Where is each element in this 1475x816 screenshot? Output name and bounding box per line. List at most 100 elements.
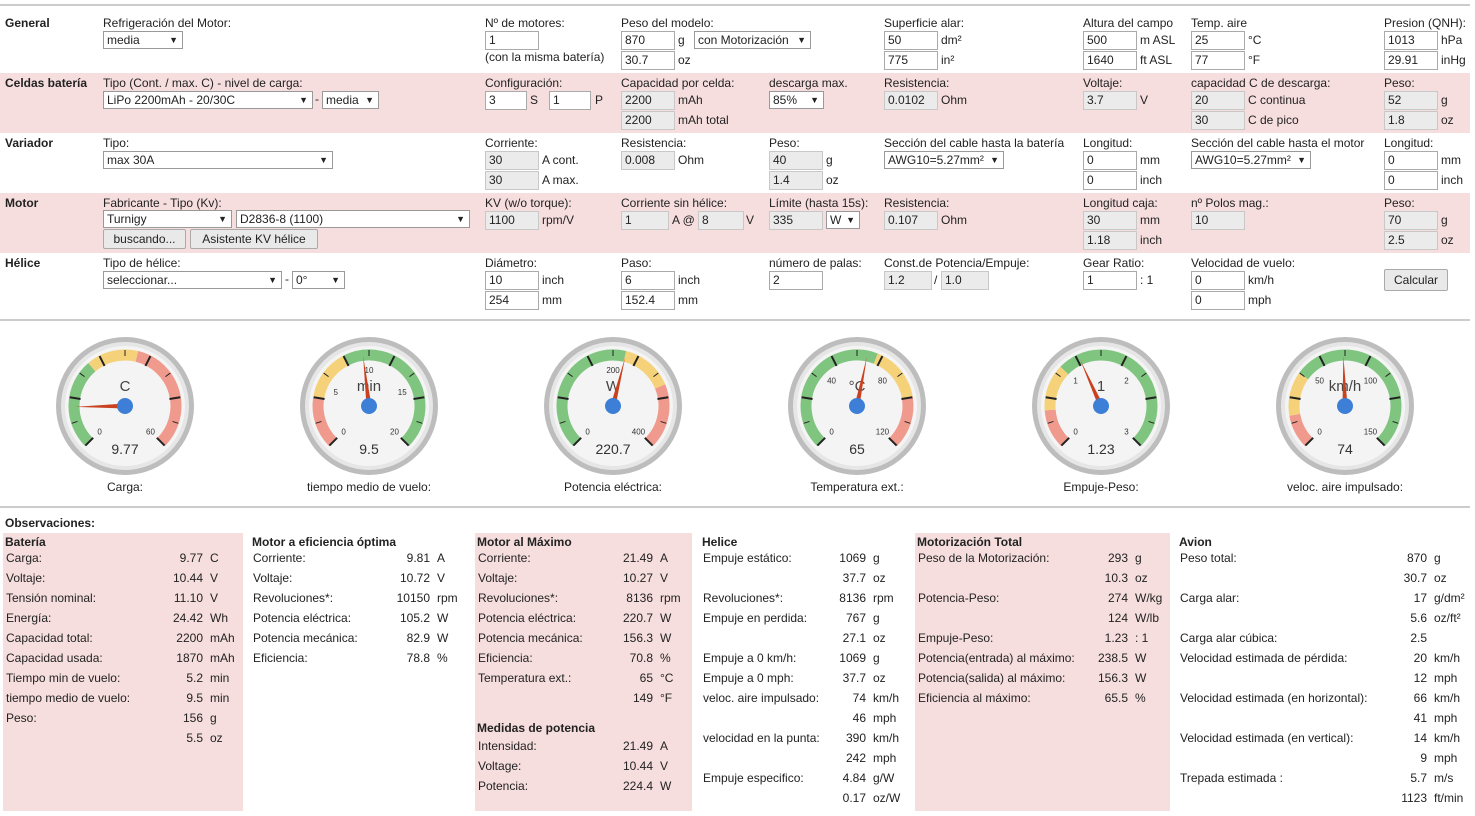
result-row: Empuje en perdida: 767 g <box>700 608 908 628</box>
unit: inch <box>542 273 565 287</box>
gauge-tick-label: 50 <box>1315 377 1324 386</box>
var-res-input[interactable]: 0.008 <box>621 151 675 170</box>
results-col-title: Batería <box>5 535 46 549</box>
unit: g <box>826 153 833 167</box>
gauge-tick <box>801 396 813 400</box>
limite-unit-select[interactable]: W ▼ <box>826 211 860 229</box>
gauge-hub <box>117 398 133 414</box>
bat-tipo-select[interactable]: LiPo 2200mAh - 20/30C ▼ <box>103 91 313 109</box>
caja-mm-input[interactable]: 30 <box>1083 211 1137 230</box>
gauge-tick <box>165 372 171 378</box>
fab-select[interactable]: Turnigy ▼ <box>103 210 232 228</box>
bat-peso-g-input[interactable]: 52 <box>1384 91 1438 110</box>
bat-res-input[interactable]: 0.0102 <box>884 91 938 110</box>
superficie-dm-input[interactable]: 50 <box>884 31 938 50</box>
gear-input[interactable]: 1 <box>1083 271 1137 290</box>
result-unit: % <box>437 651 448 665</box>
config-s-input[interactable]: 3 <box>485 91 527 110</box>
c-pico-input[interactable]: 30 <box>1191 111 1245 130</box>
palas-input[interactable]: 2 <box>769 271 823 290</box>
paso-in-input[interactable]: 6 <box>621 271 675 290</box>
hel-angle-select[interactable]: 0° ▼ <box>292 271 345 289</box>
var-tipo-select[interactable]: max 30A ▼ <box>103 151 333 169</box>
config-p-input[interactable]: 1 <box>549 91 591 110</box>
desc-select[interactable]: 85% ▼ <box>769 91 824 109</box>
gauge-tick <box>1376 437 1386 447</box>
kv-input[interactable]: 1100 <box>485 211 539 230</box>
peso-modelo-oz-input[interactable]: 30.7 <box>621 51 675 70</box>
unit: oz <box>1441 113 1454 127</box>
gauge-tick <box>1120 355 1128 367</box>
temp-c-input[interactable]: 25 <box>1191 31 1245 50</box>
volt-input[interactable]: 3.7 <box>1083 91 1137 110</box>
const-p-input[interactable]: 1.2 <box>884 271 932 290</box>
diam-label: Diámetro: <box>485 256 538 270</box>
mot-res-input[interactable]: 0.107 <box>884 211 938 230</box>
bat-nivel-select[interactable]: media ▼ <box>322 91 379 109</box>
var-peso-g-input[interactable]: 40 <box>769 151 823 170</box>
sinh-v-input[interactable]: 8 <box>698 211 744 230</box>
sinh-a-input[interactable]: 1 <box>621 211 669 230</box>
refrig-select[interactable]: media ▼ <box>103 31 183 49</box>
altura-m-input[interactable]: 500 <box>1083 31 1137 50</box>
long1-mm-input[interactable]: 0 <box>1083 151 1137 170</box>
long2-mm-input[interactable]: 0 <box>1384 151 1438 170</box>
c-cont-input[interactable]: 20 <box>1191 91 1245 110</box>
result-row: 30.7 oz <box>1177 568 1467 588</box>
gauge-tick <box>897 372 903 378</box>
gauge-unit: C <box>120 378 131 395</box>
motores-note: (con la misma batería) <box>485 50 605 64</box>
unit: rpm/V <box>542 213 575 227</box>
peso-modelo-g-input[interactable]: 870 <box>621 31 675 50</box>
diam-mm-input[interactable]: 254 <box>485 291 539 310</box>
vel-kmh-input[interactable]: 0 <box>1191 271 1245 290</box>
long2-in-input[interactable]: 0 <box>1384 171 1438 190</box>
unit: V <box>1140 93 1149 107</box>
gauge-tick <box>413 396 425 400</box>
result-key: Empuje a 0 mph: <box>703 671 794 685</box>
result-value: 4.84 <box>842 771 866 785</box>
peso-mode-select[interactable]: con Motorización ▼ <box>694 31 811 49</box>
asistente-kv-button[interactable]: Asistente KV hélice <box>190 229 318 249</box>
gauge-1: 0 5 10 15 20 min 9.5 tiempo medio de vuelo: <box>299 336 439 501</box>
result-row: 37.7 oz <box>700 568 908 588</box>
presion-inhg-input[interactable]: 29.91 <box>1384 51 1438 70</box>
cap-input[interactable]: 2200 <box>621 91 675 110</box>
corr-max-input[interactable]: 30 <box>485 171 539 190</box>
result-value: 74 <box>852 691 866 705</box>
gauge-tick <box>1385 372 1391 378</box>
gauge-value: 65 <box>849 441 865 457</box>
motor-tipo-select[interactable]: D2836-8 (1100) ▼ <box>236 210 470 228</box>
presion-hpa-input[interactable]: 1013 <box>1384 31 1438 50</box>
result-unit: mph <box>1434 711 1458 725</box>
paso-mm-input[interactable]: 152.4 <box>621 291 675 310</box>
bat-peso-oz-input[interactable]: 1.8 <box>1384 111 1438 130</box>
temp-f-input[interactable]: 77 <box>1191 51 1245 70</box>
cable-bat-select[interactable]: AWG10=5.27mm² ▼ <box>884 151 1004 169</box>
gauge-dial: 050100150km/h74 <box>1276 337 1414 475</box>
corr-cont-input[interactable]: 30 <box>485 151 539 170</box>
const-e-input[interactable]: 1.0 <box>941 271 989 290</box>
calcular-button[interactable]: Calcular <box>1384 269 1448 291</box>
mot-peso-g-input[interactable]: 70 <box>1384 211 1438 230</box>
caja-in-input[interactable]: 1.18 <box>1083 231 1137 250</box>
unit: : 1 <box>1140 273 1154 287</box>
cap-total-input[interactable]: 2200 <box>621 111 675 130</box>
long1-in-input[interactable]: 0 <box>1083 171 1137 190</box>
gauge-tick <box>1060 437 1070 447</box>
altura-ft-input[interactable]: 1640 <box>1083 51 1137 70</box>
hel-tipo-select[interactable]: seleccionar... ▼ <box>103 271 282 289</box>
mot-peso-oz-input[interactable]: 2.5 <box>1384 231 1438 250</box>
cable-mot-select[interactable]: AWG10=5.27mm² ▼ <box>1191 151 1311 169</box>
var-peso-oz-input[interactable]: 1.4 <box>769 171 823 190</box>
vel-mph-input[interactable]: 0 <box>1191 291 1245 310</box>
diam-in-input[interactable]: 10 <box>485 271 539 290</box>
motores-input[interactable]: 1 <box>485 31 539 50</box>
gauge-tick-label: 10 <box>365 366 374 375</box>
polos-input[interactable]: 10 <box>1191 211 1245 230</box>
gauge-tick <box>803 420 810 424</box>
buscar-button[interactable]: buscando... <box>103 229 186 249</box>
superficie-in-input[interactable]: 775 <box>884 51 938 70</box>
result-unit: km/h <box>1434 651 1461 665</box>
limite-input[interactable]: 335 <box>769 211 823 230</box>
